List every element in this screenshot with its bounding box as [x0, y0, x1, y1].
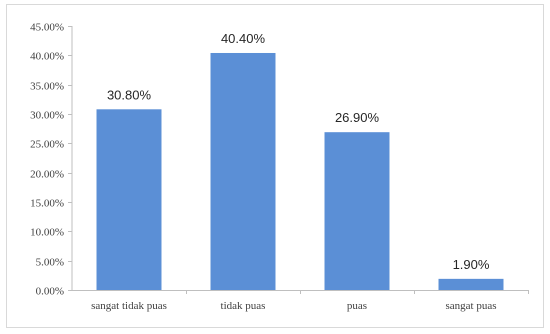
y-tick-label: 25.00%	[30, 139, 64, 151]
x-category-label: tidak puas	[221, 300, 266, 312]
y-tick-label: 30.00%	[30, 110, 64, 122]
y-tick-label: 35.00%	[30, 81, 64, 93]
x-axis: sangat tidak puas tidak puas puas sangat pu…	[72, 290, 529, 312]
bar	[438, 278, 504, 290]
data-label: 40.40%	[221, 31, 266, 46]
y-tick-label: 0.00%	[36, 286, 64, 298]
data-label: 1.90%	[453, 257, 490, 272]
y-tick-label: 15.00%	[30, 198, 64, 210]
x-category-label: puas	[347, 300, 367, 312]
bar	[324, 132, 390, 290]
x-category-label: sangat puas	[445, 300, 496, 312]
bar	[210, 52, 276, 291]
y-tick-label: 40.00%	[30, 51, 64, 63]
y-tick-label: 20.00%	[30, 169, 64, 181]
y-tick-label: 10.00%	[30, 227, 64, 239]
y-tick-label: 45.00%	[30, 22, 64, 34]
data-label: 30.80%	[107, 87, 152, 102]
data-labels: 30.80% 40.40% 26.90% 1.90%	[107, 31, 490, 272]
bars	[96, 52, 504, 291]
y-axis: 0.00% 5.00% 10.00% 15.00% 20.00% 25.00% 30.00%…	[30, 22, 73, 298]
y-tick-label: 5.00%	[36, 257, 64, 269]
bar	[96, 109, 162, 290]
x-category-label: sangat tidak puas	[91, 300, 167, 312]
data-label: 26.90%	[335, 110, 380, 125]
